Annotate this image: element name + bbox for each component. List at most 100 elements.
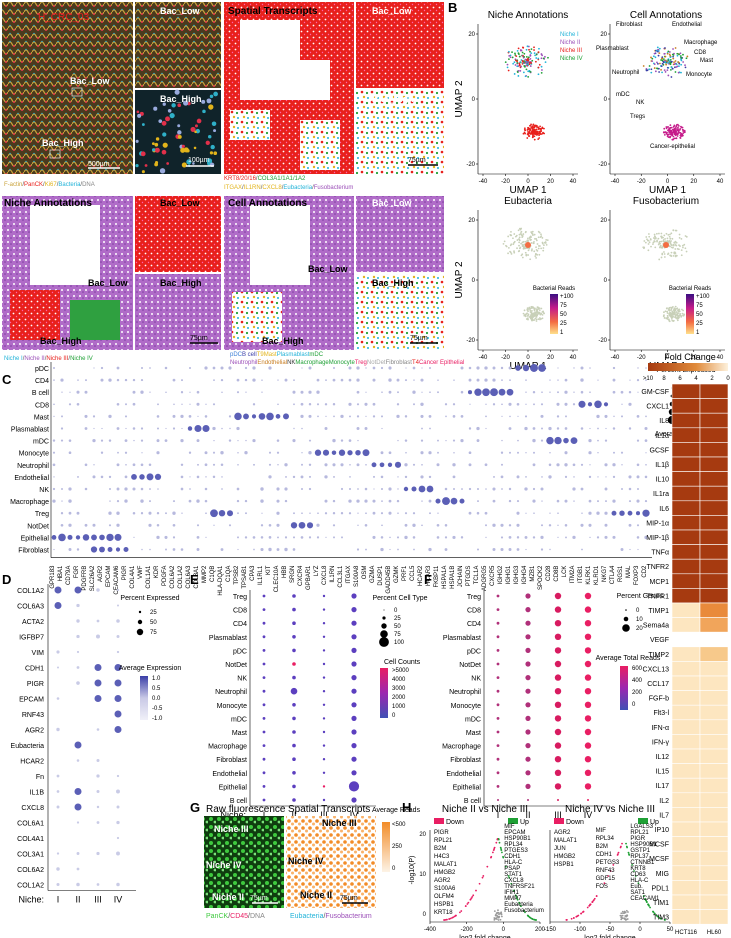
cbar-eub	[550, 294, 558, 334]
umap-eub-pt	[509, 250, 511, 253]
h2-pt	[623, 917, 626, 920]
c-dot	[596, 414, 600, 419]
i-row-24: IFN-γ	[652, 739, 670, 746]
c-dot	[508, 499, 512, 503]
i-cell	[699, 602, 729, 618]
umap-fuso-pt	[667, 309, 670, 311]
c-dot	[397, 548, 399, 551]
c-dot	[516, 511, 520, 515]
c-dot	[548, 463, 552, 467]
umap-eub-ytick-label: -20	[466, 338, 475, 344]
umap-fuso-pt	[665, 232, 668, 235]
c-dot	[349, 415, 351, 418]
h2-mg-4: PETGS3	[596, 860, 620, 866]
c-dot	[196, 548, 200, 551]
c-dot	[245, 391, 247, 393]
umap-cell-pt	[673, 131, 675, 134]
d-size-dot-1	[137, 619, 143, 625]
h1-pt	[466, 903, 469, 905]
d-col-lab-0: 1.0	[152, 676, 161, 682]
c-dot	[260, 487, 264, 491]
c-dot	[100, 451, 104, 454]
umap-eub-pt	[530, 242, 533, 244]
f-dot	[554, 769, 562, 776]
umap-niche-pt	[534, 60, 537, 63]
c-dot	[501, 439, 503, 442]
umap-eub-pt	[539, 245, 541, 247]
umap-niche-pt	[539, 132, 541, 134]
c-dot	[549, 512, 551, 514]
umap-eub-pt	[524, 240, 527, 243]
c-dot	[388, 390, 392, 394]
h1-lg-8: OLFM4	[434, 894, 455, 900]
c-dot	[435, 498, 441, 504]
c-dot	[564, 499, 568, 503]
c-dot	[611, 510, 617, 516]
d-dot	[96, 634, 100, 639]
g-legend2-0: Eubacteria	[290, 913, 324, 920]
f-col-lab-3: 0	[632, 702, 636, 708]
h2-pt	[593, 897, 596, 900]
umap-eub-pt	[540, 233, 542, 236]
f-dot	[525, 729, 531, 735]
c-dot	[380, 415, 384, 418]
c-dot	[91, 534, 97, 541]
c-dot	[308, 487, 312, 491]
f-dot	[527, 799, 529, 801]
d-xtick-0: I	[57, 895, 60, 905]
c-dot	[301, 512, 303, 515]
if-cell	[209, 94, 214, 99]
h2-pt	[649, 906, 651, 909]
c-dot	[133, 439, 135, 442]
if-cell	[169, 112, 175, 119]
h1-lg-6: AGR2	[434, 878, 451, 884]
e-dot	[351, 620, 357, 626]
h1-up-sw	[508, 818, 518, 824]
umap-niche-pt	[529, 132, 532, 134]
c-dot	[333, 536, 335, 539]
umap-eub-pt	[522, 312, 525, 315]
c-dot	[316, 523, 320, 527]
c-dot	[588, 438, 592, 443]
d-row-7: EPCAM	[19, 697, 44, 704]
umap-niche-pt	[524, 132, 527, 135]
scale-100: 100µm	[188, 157, 210, 164]
umap-eub-pt	[538, 309, 541, 311]
i-row-23: IFN-α	[651, 725, 669, 732]
c-dot	[283, 413, 289, 420]
c-dot	[403, 486, 409, 492]
c-dot	[388, 511, 392, 515]
c-dot	[308, 414, 312, 418]
h1-pt	[454, 914, 457, 917]
umap-fuso-pt	[680, 237, 683, 240]
c-dot	[181, 379, 183, 382]
c-dot	[404, 439, 408, 442]
c-dot	[325, 415, 327, 418]
f-dot	[584, 783, 592, 790]
c-dot	[140, 512, 144, 515]
if-cell	[153, 106, 158, 111]
umap-niche-pt	[537, 66, 540, 69]
c-row-12: Treg	[35, 511, 49, 518]
f-row-12: Fibroblast	[450, 757, 481, 764]
h1-pt	[500, 913, 503, 916]
e-dot	[292, 648, 296, 653]
umap-fuso-pt	[673, 307, 676, 310]
umap-eub-pt	[536, 253, 539, 256]
h2-pt	[656, 915, 659, 918]
d-row-11: HCAR2	[20, 759, 44, 766]
umap-eub-pt	[535, 239, 538, 242]
c-dot	[173, 403, 175, 406]
umap-fuso-pt	[658, 258, 661, 261]
umap-cell-label-1: Endothelial	[672, 22, 702, 28]
h1-lg-3: H4C3	[434, 854, 450, 860]
c-dot	[556, 427, 560, 430]
umap-eub-pt	[538, 312, 541, 315]
c-dot	[93, 464, 95, 466]
umap-cell-pt	[664, 47, 666, 49]
eub-cbar-1: 75	[560, 303, 567, 309]
h2-rg-1: RPL21	[630, 830, 649, 836]
umap-cell-pt	[658, 71, 660, 73]
c-dot	[506, 388, 514, 396]
h1-pt	[481, 876, 484, 879]
